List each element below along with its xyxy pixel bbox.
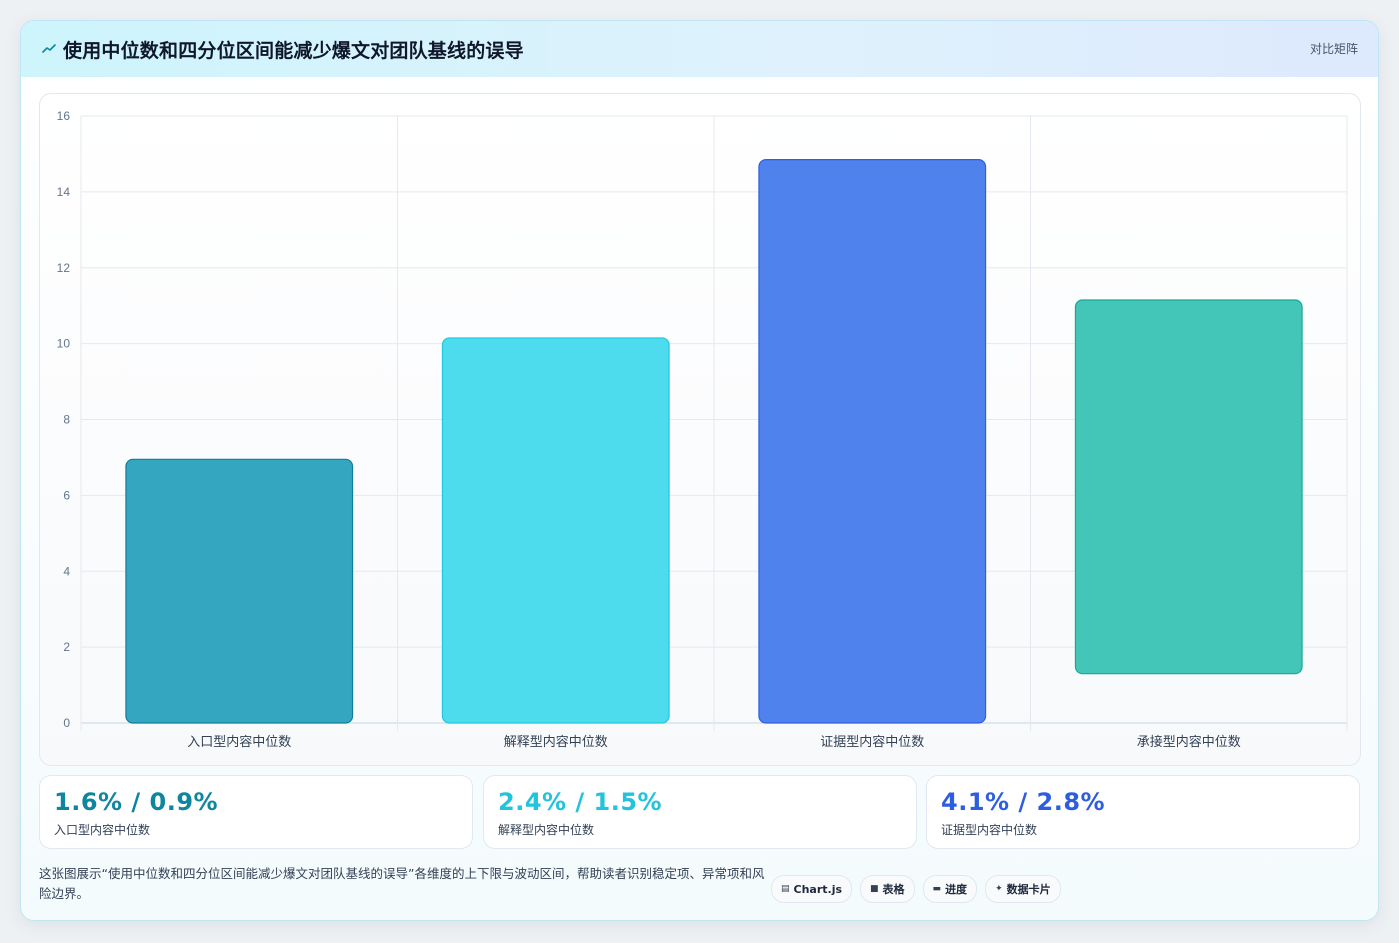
tag-label: Chart.js (793, 882, 843, 896)
bar (1074, 299, 1303, 675)
table-icon: ■ (870, 884, 879, 894)
stat-cards: 1.6% / 0.9% 入口型内容中位数 2.4% / 1.5% 解释型内容中位… (39, 775, 1361, 849)
bar (441, 337, 670, 724)
chart-panel: 0 2 4 6 8 10 12 14 16 入口型内容中位数 解释型内容中位数 证据型内容中位数 承接型… (39, 93, 1361, 766)
y-tick-label: 8 (63, 413, 70, 427)
stat-label: 解释型内容中位数 (498, 823, 595, 837)
card-header: 使用中位数和四分位区间能减少爆文对团队基线的误导 对比矩阵 (21, 21, 1378, 77)
x-tick-label: 解释型内容中位数 (504, 734, 608, 750)
stat-card: 2.4% / 1.5% 解释型内容中位数 (483, 775, 917, 849)
stat-value: 2.4% / 1.5% (498, 788, 663, 816)
y-tick-label: 12 (57, 261, 71, 275)
stat-card: 4.1% / 2.8% 证据型内容中位数 (926, 775, 1360, 849)
y-tick-label: 0 (63, 716, 70, 730)
tag-progress[interactable]: ▬ 进度 (922, 875, 978, 903)
tag-label: 表格 (882, 883, 905, 896)
tag-list: ▤ Chart.js ■ 表格 ▬ 进度 ✦ 数据卡片 (771, 875, 1061, 903)
x-tick-label: 证据型内容中位数 (820, 734, 924, 750)
bar (125, 458, 354, 724)
tag-label: 数据卡片 (1006, 883, 1051, 896)
y-tick-label: 16 (57, 109, 71, 123)
stat-label: 证据型内容中位数 (941, 823, 1038, 837)
stat-label: 入口型内容中位数 (54, 823, 151, 837)
y-tick-label: 10 (57, 337, 71, 351)
y-tick-label: 14 (57, 185, 71, 199)
page-title: 使用中位数和四分位区间能减少爆文对团队基线的误导 (63, 39, 524, 62)
matrix-label[interactable]: 对比矩阵 (1309, 42, 1358, 56)
progress-icon: ▬ (932, 884, 942, 894)
x-tick-label: 承接型内容中位数 (1137, 734, 1241, 750)
y-tick-label: 2 (63, 640, 70, 654)
tag-chartjs[interactable]: ▤ Chart.js (771, 875, 853, 903)
card-icon: ✦ (995, 884, 1003, 894)
bar (758, 159, 987, 724)
chart-card: 使用中位数和四分位区间能减少爆文对团队基线的误导 对比矩阵 0 2 4 6 8 10 12 1… (20, 20, 1379, 921)
stat-value: 4.1% / 2.8% (941, 788, 1106, 816)
tag-table[interactable]: ■ 表格 (860, 875, 915, 903)
x-tick-label: 入口型内容中位数 (187, 734, 291, 750)
y-tick-label: 6 (63, 488, 70, 502)
stat-card: 1.6% / 0.9% 入口型内容中位数 (39, 775, 473, 849)
tag-label: 进度 (945, 883, 968, 896)
chart-icon: ▤ (781, 884, 790, 894)
chart-description: 这张图展示“使用中位数和四分位区间能减少爆文对团队基线的误导”各维度的上下限与波… (39, 866, 765, 901)
bar-chart: 0 2 4 6 8 10 12 14 16 入口型内容中位数 解释型内容中位数 证据型内容中位数 承接型… (57, 109, 1348, 750)
tag-data-card[interactable]: ✦ 数据卡片 (985, 875, 1061, 903)
y-tick-label: 4 (63, 564, 70, 578)
stat-value: 1.6% / 0.9% (54, 788, 219, 816)
trend-icon (39, 39, 59, 59)
